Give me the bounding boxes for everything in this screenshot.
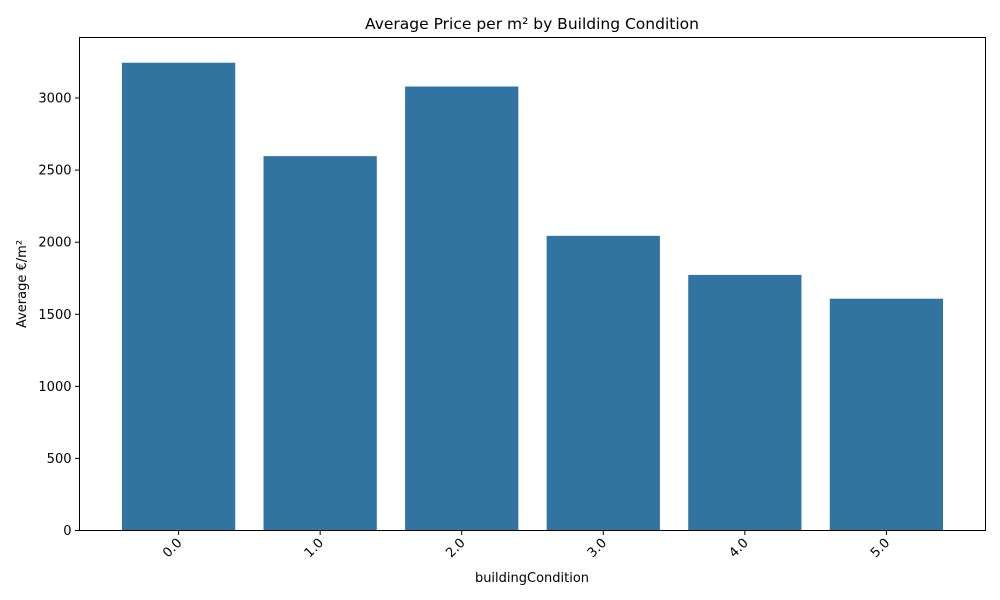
- chart-title: Average Price per m² by Building Conditi…: [365, 15, 699, 33]
- y-axis-title: Average €/m²: [15, 240, 30, 328]
- x-tick-label: 4.0: [726, 536, 751, 561]
- y-tick-label: 2500: [38, 164, 71, 179]
- bar-2-0: [405, 86, 519, 531]
- y-tick-label: 1000: [38, 380, 71, 395]
- x-axis: 0.0 1.0 2.0 3.0 4.0 5.0: [160, 530, 893, 561]
- bar-1-0: [263, 156, 377, 531]
- bar-3-0: [546, 235, 660, 531]
- y-tick-label: 2000: [38, 236, 71, 251]
- y-tick-label: 1500: [38, 308, 71, 323]
- y-tick-label: 3000: [38, 92, 71, 107]
- y-tick-label: 0: [63, 524, 71, 539]
- bar-5-0: [829, 298, 944, 531]
- y-tick-label: 500: [47, 452, 72, 467]
- x-tick-label: 5.0: [868, 536, 893, 561]
- bar-4-0: [688, 274, 802, 531]
- x-tick-label: 1.0: [302, 536, 327, 561]
- bar-0-0: [121, 62, 236, 531]
- x-axis-title: buildingCondition: [475, 571, 589, 586]
- y-axis: 0 500 1000 1500 2000 2500 3000: [38, 92, 80, 539]
- x-tick-label: 2.0: [443, 536, 468, 561]
- x-tick-label: 0.0: [160, 536, 185, 561]
- bars-layer: [121, 62, 944, 531]
- x-tick-label: 3.0: [585, 536, 610, 561]
- plot-frame: [79, 37, 986, 531]
